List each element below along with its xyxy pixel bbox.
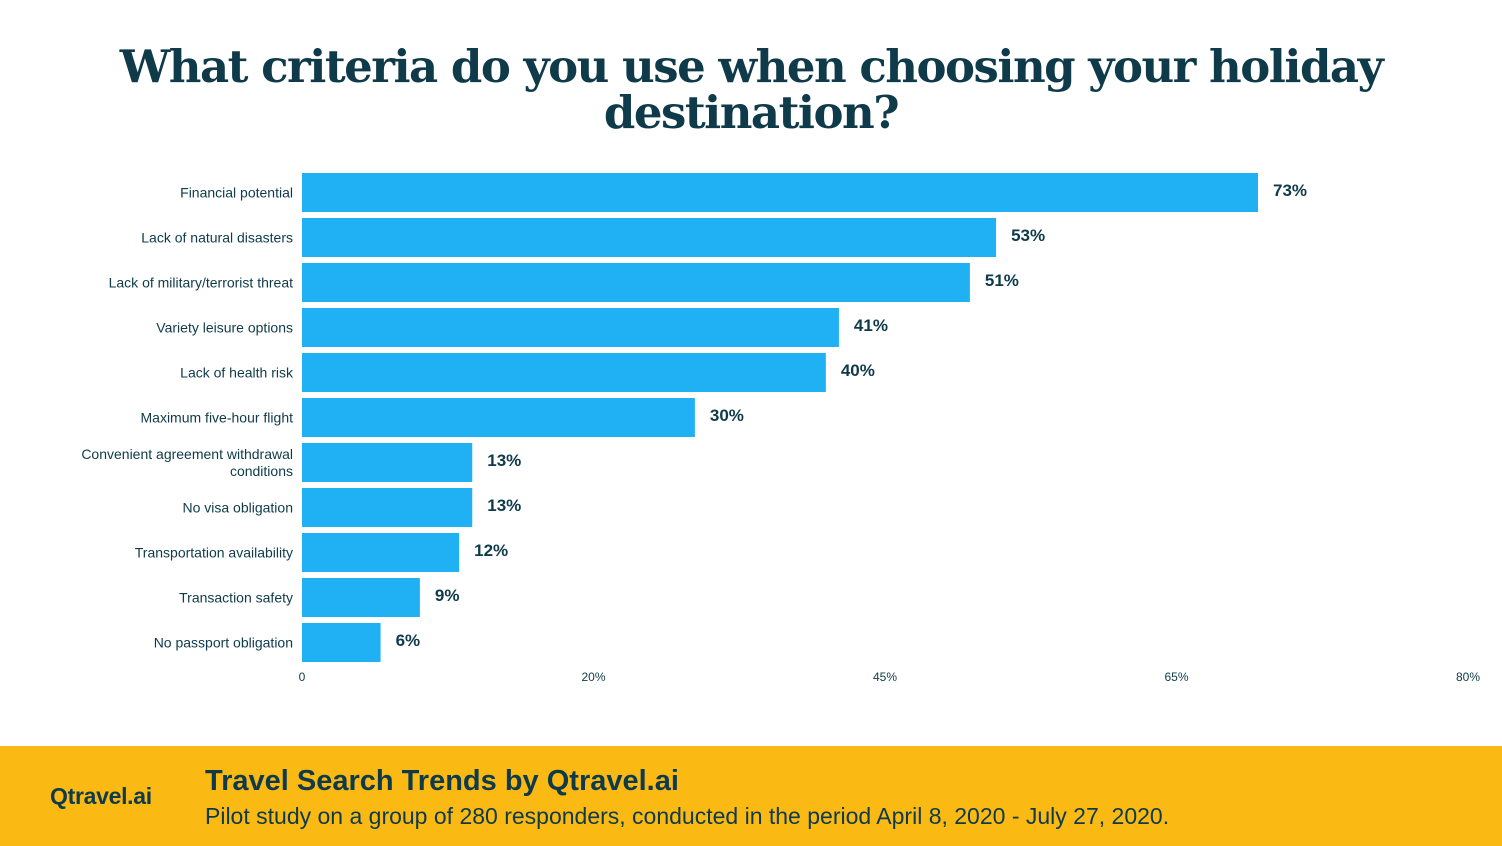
footer-subtitle: Pilot study on a group of 280 responders… xyxy=(205,803,1170,829)
bar xyxy=(302,353,826,392)
bar xyxy=(302,308,839,347)
bar xyxy=(302,218,997,257)
x-tick-label: 45% xyxy=(873,670,897,684)
value-label: 51% xyxy=(985,271,1019,290)
footer-banner: Qtravel.ai Travel Search Trends by Qtrav… xyxy=(0,746,1502,846)
category-label: No visa obligation xyxy=(182,500,293,516)
value-label: 41% xyxy=(854,316,888,335)
x-tick-label: 20% xyxy=(581,670,605,684)
bar xyxy=(302,443,473,482)
bar-chart: Financial potential 73% Lack of natural di… xyxy=(81,173,1480,684)
category-label: Lack of natural disasters xyxy=(141,230,293,246)
category-label: Lack of military/terrorist threat xyxy=(109,275,293,291)
category-label: Maximum five-hour flight xyxy=(141,410,294,426)
bar xyxy=(302,398,695,437)
footer-title: Travel Search Trends by Qtravel.ai xyxy=(205,765,679,797)
bar xyxy=(302,578,420,617)
qtravel-logo: Qtravel.ai xyxy=(50,783,152,809)
x-tick-label: 0 xyxy=(299,670,306,684)
value-label: 40% xyxy=(841,361,875,380)
category-label: Lack of health risk xyxy=(180,365,294,381)
value-label: 12% xyxy=(474,541,508,560)
category-label: No passport obligation xyxy=(154,635,293,651)
category-label: Financial potential xyxy=(180,185,293,201)
chart-title: What criteria do you use when choosing y… xyxy=(119,40,1384,139)
bar xyxy=(302,488,473,527)
value-label: 13% xyxy=(487,451,521,470)
value-label: 9% xyxy=(435,586,460,605)
value-label: 53% xyxy=(1011,226,1045,245)
x-tick-label: 65% xyxy=(1164,670,1188,684)
category-label: Variety leisure options xyxy=(156,320,293,336)
bar xyxy=(302,173,1258,212)
category-label: Transportation availability xyxy=(135,545,293,561)
category-label: Transaction safety xyxy=(179,590,293,606)
bar xyxy=(302,623,381,662)
bar xyxy=(302,263,970,302)
value-label: 73% xyxy=(1273,181,1307,200)
value-label: 30% xyxy=(710,406,744,425)
value-label: 6% xyxy=(396,631,421,650)
bar xyxy=(302,533,460,572)
category-label: Convenient agreement withdrawal condition… xyxy=(81,446,293,479)
x-tick-label: 80% xyxy=(1456,670,1480,684)
value-label: 13% xyxy=(487,496,521,515)
